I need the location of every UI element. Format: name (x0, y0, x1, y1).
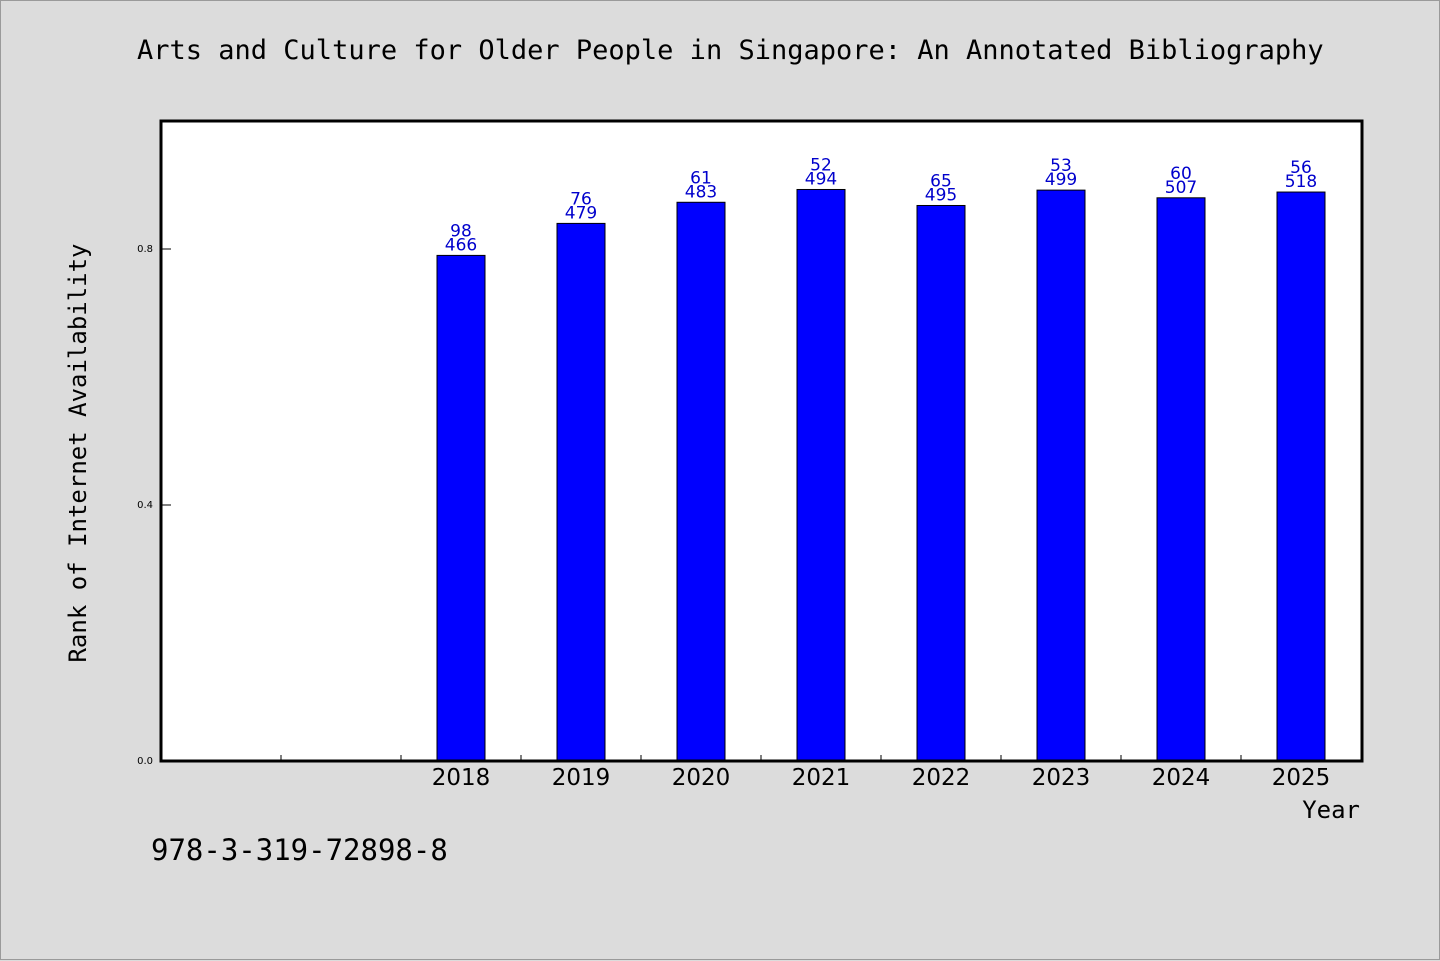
y-tick-label: 0.4 (137, 500, 153, 511)
y-tick-label: 0.0 (137, 756, 153, 767)
plot-border (159, 119, 1364, 763)
chart-title: Arts and Culture for Older People in Sin… (137, 35, 1324, 66)
bar-label-top: 53 (1050, 156, 1072, 176)
bar-label-bottom: 494 (805, 169, 837, 189)
bar-label-bottom: 466 (445, 235, 477, 255)
bar-label-top: 56 (1290, 158, 1312, 178)
x-tick-label: 2024 (1152, 765, 1211, 791)
bar-label-bottom: 518 (1285, 172, 1317, 192)
x-tick-label: 2023 (1032, 765, 1091, 791)
x-tick-label: 2022 (912, 765, 971, 791)
bar (556, 222, 606, 762)
x-axis-label: Year (1302, 796, 1360, 824)
bar (676, 201, 726, 762)
isbn-text: 978-3-319-72898-8 (151, 833, 448, 867)
bar-label-top: 61 (690, 168, 712, 188)
bar (796, 188, 846, 762)
bar-label-top: 76 (570, 189, 592, 209)
bar-label-bottom: 507 (1165, 178, 1197, 198)
x-tick-label: 2019 (552, 765, 611, 791)
y-axis-label: Rank of Internet Availability (64, 243, 92, 662)
bar (1276, 191, 1326, 762)
bar-label-top: 98 (450, 221, 472, 241)
x-tick-label: 2025 (1272, 765, 1331, 791)
bar-label-bottom: 499 (1045, 170, 1077, 190)
bar (436, 254, 486, 762)
bar-label-bottom: 479 (565, 203, 597, 223)
y-tick-label: 0.8 (137, 244, 153, 255)
bar (916, 204, 966, 762)
bar-label-top: 60 (1170, 164, 1192, 184)
x-tick-label: 2020 (672, 765, 731, 791)
bar (1156, 197, 1206, 762)
bar-label-top: 65 (930, 171, 952, 191)
x-tick-label: 2018 (432, 765, 491, 791)
bar (1036, 189, 1086, 762)
bar-label-bottom: 495 (925, 185, 957, 205)
bar-label-top: 52 (810, 155, 832, 175)
bar-label-bottom: 483 (685, 182, 717, 202)
x-tick-label: 2021 (792, 765, 851, 791)
